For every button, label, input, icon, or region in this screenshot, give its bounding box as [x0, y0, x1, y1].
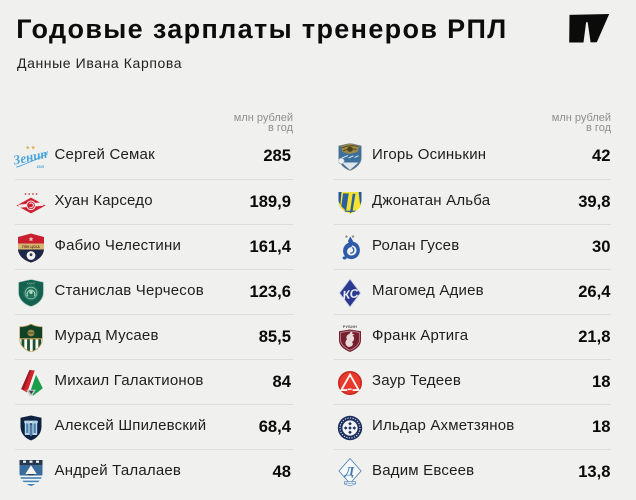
svg-text:МАХАЧКАЛА: МАХАЧКАЛА	[343, 481, 356, 484]
svg-text:Зенит: Зенит	[14, 145, 48, 168]
svg-text:ПФК ЦСКА: ПФК ЦСКА	[22, 245, 40, 249]
svg-text:Д: Д	[344, 463, 355, 478]
svg-text:1925: 1925	[36, 165, 44, 169]
svg-text:КС: КС	[341, 286, 359, 302]
svg-text:РУБИН: РУБИН	[342, 324, 356, 328]
svg-text:АХМАТ: АХМАТ	[26, 281, 35, 285]
